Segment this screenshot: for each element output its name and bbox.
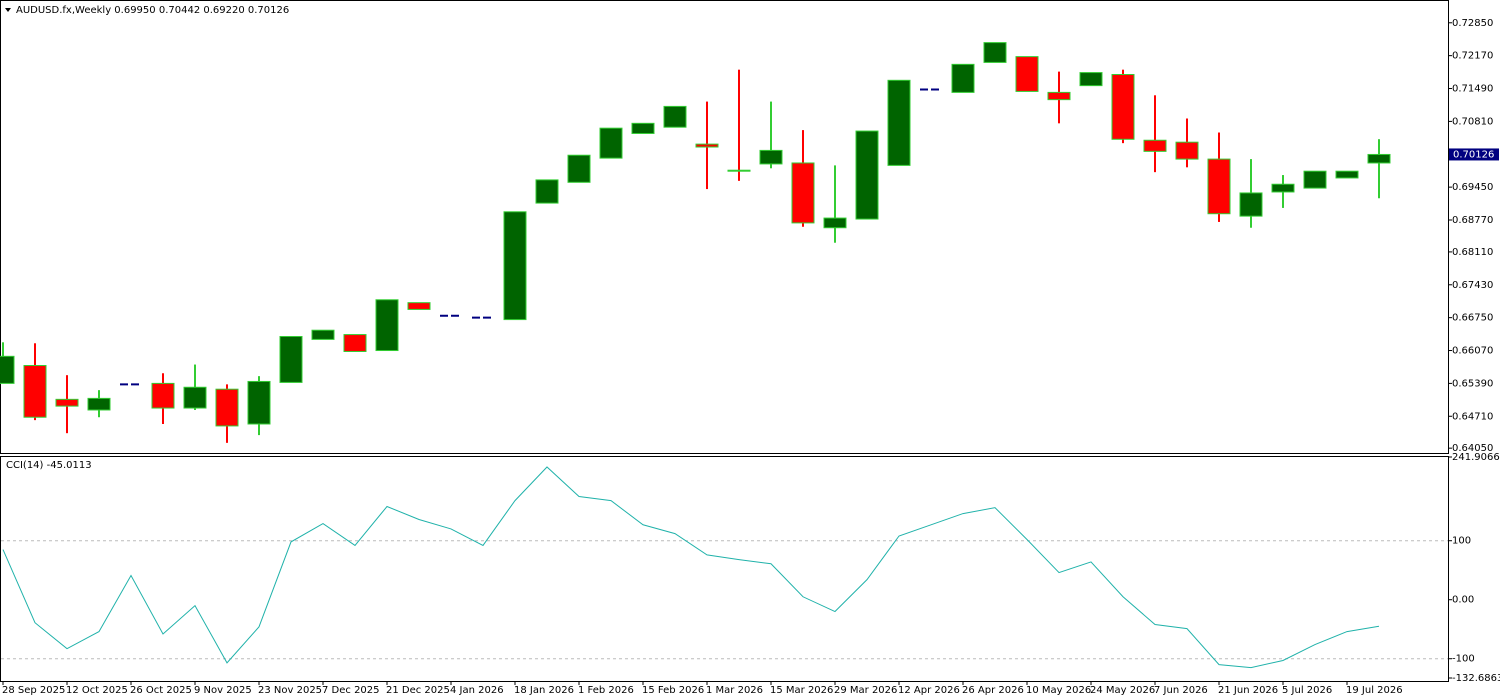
x-tick-label: 12 Oct 2025	[66, 685, 128, 696]
x-tick-label: 21 Jun 2026	[1218, 685, 1278, 696]
x-tick-label: 23 Nov 2025	[258, 685, 322, 696]
candle-body	[183, 386, 207, 409]
x-tick-label: 5 Jul 2026	[1282, 685, 1332, 696]
y-tick-label: 0.64050	[1452, 443, 1493, 454]
y-tick-label: 0.00	[1452, 595, 1474, 606]
x-tick-label: 1 Mar 2026	[706, 685, 763, 696]
x-tick-label: 28 Sep 2025	[2, 685, 65, 696]
y-tick-label: 0.66070	[1452, 346, 1493, 357]
x-tick-label: 29 Mar 2026	[834, 685, 897, 696]
candle-body	[695, 143, 719, 148]
candle-body	[631, 122, 655, 134]
candle-body	[503, 211, 527, 321]
candle-body	[663, 105, 687, 128]
candle-body	[791, 162, 815, 224]
candle-body	[311, 329, 335, 340]
y-tick-label: -132.6863	[1452, 673, 1500, 684]
candle-body	[1111, 74, 1135, 140]
x-tick-label: 18 Jan 2026	[514, 685, 574, 696]
cci-line	[2, 466, 1380, 669]
x-tick-label: 26 Oct 2025	[130, 685, 192, 696]
candle-body	[823, 217, 847, 229]
y-tick-label: 0.71490	[1452, 84, 1493, 95]
x-tick-label: 1 Feb 2026	[578, 685, 634, 696]
candle-body	[599, 127, 623, 159]
candle-body	[855, 130, 879, 220]
candle-body	[87, 397, 111, 411]
x-tick-label: 15 Mar 2026	[770, 685, 833, 696]
x-tick-label: 24 May 2026	[1090, 685, 1155, 696]
y-tick-label: 0.66750	[1452, 313, 1493, 324]
x-tick-label: 7 Jun 2026	[1154, 685, 1208, 696]
collapse-icon[interactable]	[5, 8, 11, 12]
y-tick-label: 0.68110	[1452, 247, 1493, 258]
candle-body	[1047, 91, 1071, 101]
candle-body	[759, 149, 783, 165]
x-tick-label: 10 May 2026	[1026, 685, 1091, 696]
candle-body	[1143, 139, 1167, 152]
y-tick-label: 100	[1452, 536, 1471, 547]
candle-body	[887, 79, 911, 166]
y-tick-label: 0.64710	[1452, 411, 1493, 422]
candle-body	[375, 299, 399, 352]
x-tick-label: 12 Apr 2026	[898, 685, 960, 696]
x-tick-label: 21 Dec 2025	[386, 685, 450, 696]
chart-title: AUDUSD.fx,Weekly 0.69950 0.70442 0.69220…	[16, 5, 289, 16]
candle-body	[1207, 158, 1231, 215]
y-tick-label: 0.72850	[1452, 18, 1493, 29]
candle-body	[407, 302, 431, 310]
candle-body	[343, 334, 367, 352]
price-box	[1449, 148, 1499, 161]
y-tick-label: 0.65390	[1452, 378, 1493, 389]
y-tick-label: 0.70810	[1452, 116, 1493, 127]
candle-body	[727, 169, 751, 172]
x-tick-label: 15 Feb 2026	[642, 685, 704, 696]
candle-body	[279, 336, 303, 383]
price-panel	[0, 0, 1449, 454]
candle-body	[247, 380, 271, 425]
candle-body	[1239, 192, 1263, 217]
cci-panel	[0, 456, 1449, 682]
candle-body	[215, 388, 239, 427]
candle-body	[23, 365, 47, 418]
candle-body	[1271, 183, 1295, 193]
x-tick-label: 7 Dec 2025	[322, 685, 380, 696]
candle-body	[55, 398, 79, 407]
candle-body	[1175, 141, 1199, 160]
candle-body	[1079, 72, 1103, 87]
y-tick-label: 0.68770	[1452, 215, 1493, 226]
y-tick-label: 0.72170	[1452, 51, 1493, 62]
candle-body	[951, 63, 975, 93]
y-tick-label: 0.67430	[1452, 280, 1493, 291]
candle-body	[1015, 56, 1039, 92]
x-tick-label: 9 Nov 2025	[194, 685, 252, 696]
y-tick-label: -100	[1452, 654, 1475, 665]
candle-body	[1303, 170, 1327, 189]
y-tick-label: 241.9066	[1452, 452, 1500, 463]
y-tick-label: 0.69450	[1452, 182, 1493, 193]
x-tick-label: 26 Apr 2026	[962, 685, 1024, 696]
candle-body	[567, 154, 591, 183]
candle-body	[151, 382, 175, 409]
candle-body	[1367, 153, 1391, 164]
candle-body	[1335, 170, 1359, 179]
indicator-title: CCI(14) -45.0113	[6, 460, 92, 471]
x-tick-label: 4 Jan 2026	[450, 685, 504, 696]
candle-body	[535, 179, 559, 204]
candle-body	[983, 42, 1007, 63]
candle-body	[0, 355, 15, 384]
x-tick-label: 19 Jul 2026	[1346, 685, 1403, 696]
price-label: 0.70126	[1453, 149, 1494, 160]
